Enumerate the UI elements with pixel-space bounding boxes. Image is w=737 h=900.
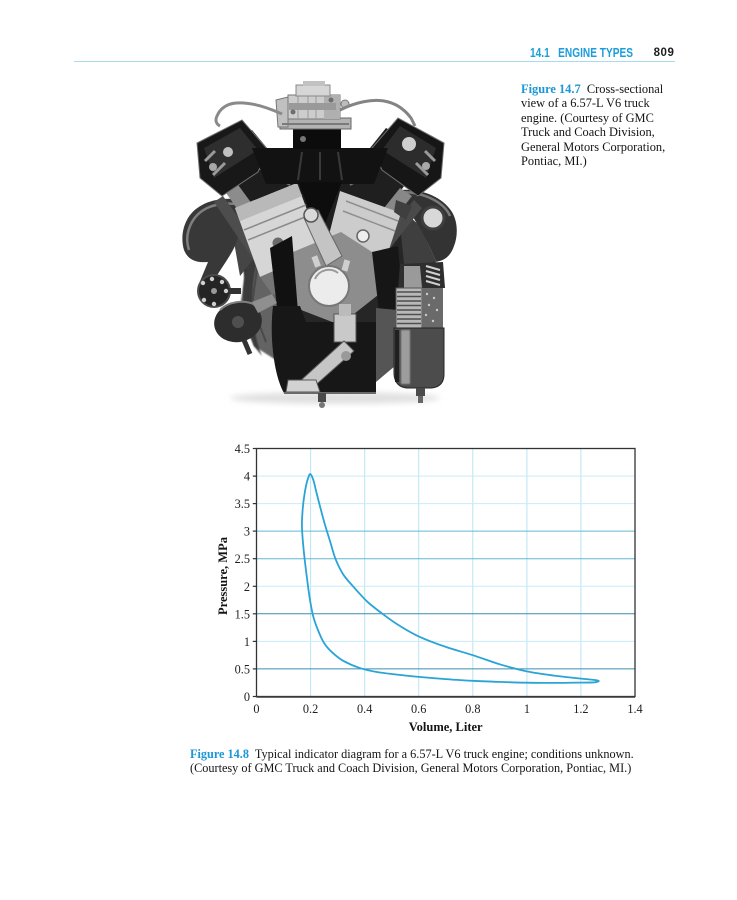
svg-text:0.2: 0.2: [303, 702, 318, 716]
svg-text:2: 2: [244, 580, 250, 594]
svg-text:Volume, Liter: Volume, Liter: [409, 720, 483, 734]
svg-text:2.5: 2.5: [235, 552, 250, 566]
svg-text:0: 0: [253, 702, 259, 716]
svg-text:4: 4: [244, 470, 250, 484]
svg-text:0.8: 0.8: [465, 702, 480, 716]
svg-text:1: 1: [524, 702, 530, 716]
svg-text:1.5: 1.5: [235, 607, 250, 621]
svg-text:1: 1: [244, 635, 250, 649]
svg-text:1.4: 1.4: [627, 702, 642, 716]
svg-text:0.6: 0.6: [411, 702, 426, 716]
svg-text:1.2: 1.2: [573, 702, 588, 716]
svg-text:3.5: 3.5: [235, 497, 250, 511]
svg-text:Pressure, MPa: Pressure, MPa: [216, 536, 230, 615]
svg-text:0.5: 0.5: [235, 662, 250, 676]
svg-text:4.5: 4.5: [235, 442, 250, 456]
svg-text:0: 0: [244, 690, 250, 704]
svg-text:3: 3: [244, 525, 250, 539]
svg-text:0.4: 0.4: [357, 702, 372, 716]
